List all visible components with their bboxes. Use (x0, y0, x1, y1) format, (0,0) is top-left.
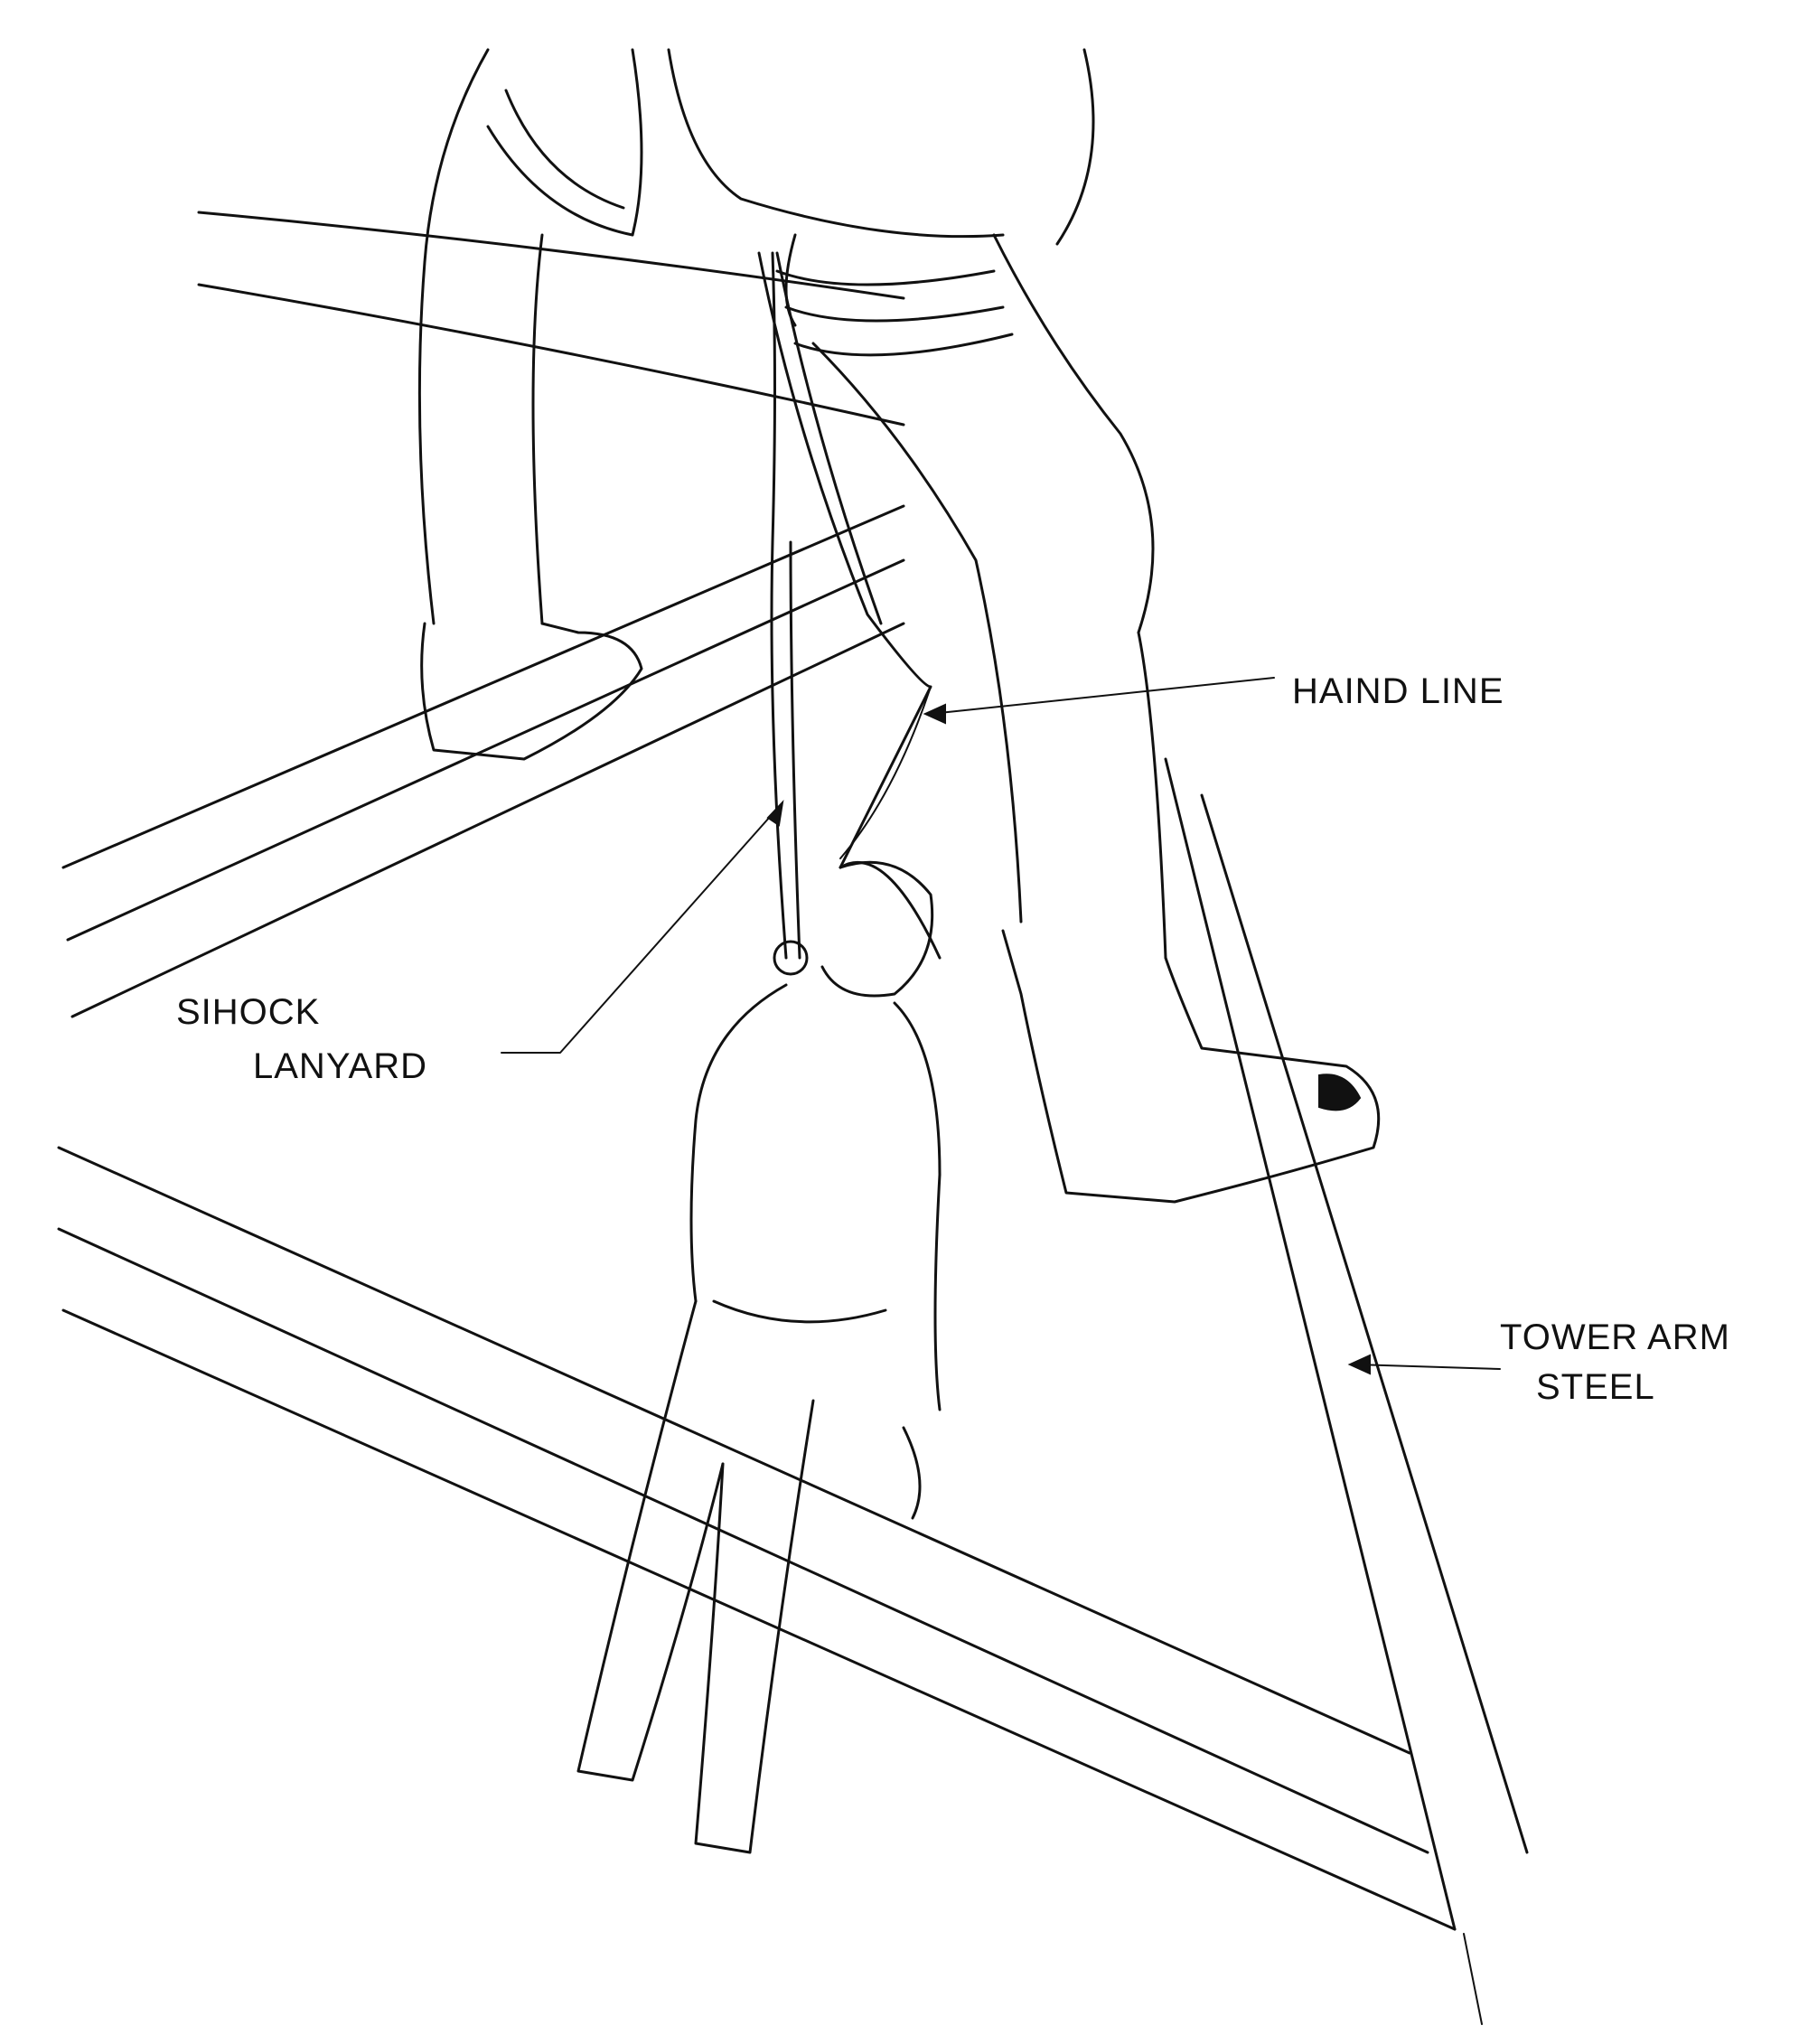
shock-lanyard-label-line2: LANYARD (253, 1046, 427, 1086)
hand-line-label: HAIND LINE (1292, 671, 1504, 711)
upper-beams (61, 211, 905, 1018)
shock-lanyard-label-line1: SIHOCK (176, 992, 321, 1032)
tower-arm-arrowhead (1347, 1354, 1371, 1375)
hand-line-leader (930, 677, 1275, 715)
shock-lanyard (770, 251, 809, 976)
tower-arm-label-line2: STEEL (1536, 1367, 1655, 1407)
tower-arm-steel (57, 757, 1529, 2025)
tower-arm-label-line1: TOWER ARM (1500, 1317, 1730, 1357)
hand-line-arrowhead (923, 703, 946, 725)
hand-line-rope (757, 251, 932, 869)
lower-worker (576, 860, 942, 1854)
tower-arm-leader (1354, 1364, 1501, 1370)
shock-lanyard-arrowhead (766, 799, 784, 827)
callout-lines (501, 677, 1501, 1375)
upper-worker (417, 48, 1381, 1204)
shock-lanyard-leader (501, 808, 778, 1054)
